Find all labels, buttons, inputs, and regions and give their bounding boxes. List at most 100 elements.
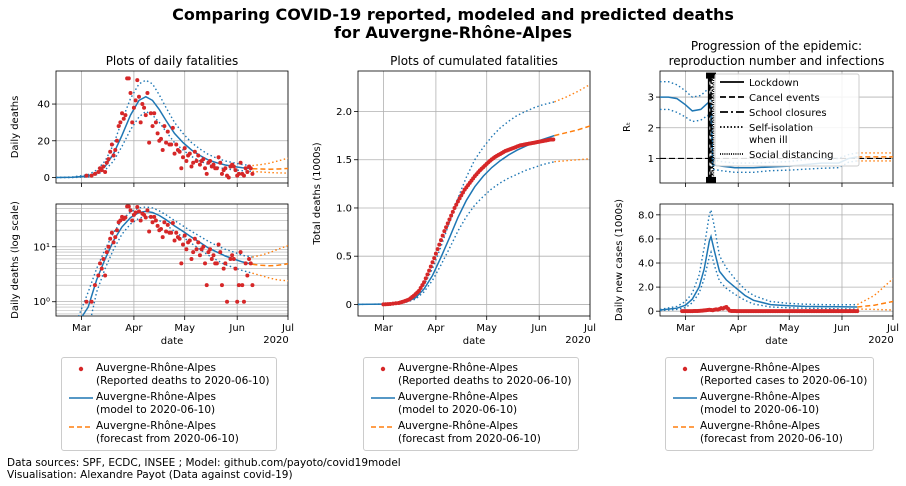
reported-death-point [109, 230, 114, 235]
reported-death-point [241, 299, 246, 304]
axes-frame [659, 70, 894, 184]
reported-cumulative-point [452, 205, 457, 210]
reported-death-point [138, 120, 143, 125]
x-tick-label: Jun [530, 323, 547, 334]
plot-area [77, 204, 288, 316]
reported-death-point [152, 111, 157, 116]
legend-label: Auvergne-Rhône-Alpes [96, 362, 216, 374]
y-axis-label: Rₜ [622, 122, 633, 132]
reported-death-point [182, 233, 187, 238]
reported-death-point [218, 250, 223, 255]
reported-death-point [101, 256, 106, 261]
legend-dashed-line [673, 426, 697, 428]
interventions-legend-box [714, 73, 860, 167]
reported-case-point [855, 309, 860, 314]
reported-cumulative-point [430, 260, 435, 265]
x-tick-year: 2020 [263, 335, 288, 346]
reported-death-point [197, 162, 202, 167]
reported-death-point [130, 218, 135, 223]
y-tick-label: 0 [44, 173, 50, 184]
reported-death-point [103, 169, 108, 174]
reported-death-point [108, 149, 113, 154]
reported-cumulative-point [444, 225, 449, 230]
reported-death-point [126, 204, 131, 209]
y-tick-label: 8.0 [638, 210, 654, 221]
reported-death-point [216, 242, 221, 247]
reported-death-point [96, 273, 101, 278]
intervention-legend-label: when ill [749, 135, 788, 146]
figure-title-line1: Comparing COVID-19 reported, modeled and… [172, 5, 734, 24]
reported-death-point [153, 218, 158, 223]
reported-death-point [219, 283, 224, 288]
reported-death-point [177, 236, 182, 241]
reported-death-point [158, 227, 163, 232]
reported-death-point [187, 238, 192, 243]
reported-death-point [99, 266, 104, 271]
reported-death-point [111, 240, 116, 245]
intervention-legend-label: Self-isolation [749, 123, 813, 134]
reported-cumulative-point [427, 268, 432, 273]
reported-death-point [136, 94, 141, 99]
legend-label-detail: (model to 2020-06-10) [398, 404, 518, 416]
legend-label-detail: (forecast from 2020-06-10) [96, 433, 239, 445]
reported-cumulative-point [420, 283, 425, 288]
legend-label-detail: (Reported deaths to 2020-06-10) [398, 375, 572, 387]
legend-entry-model: Auvergne-Rhône-Alpes (model to 2020-06-10… [368, 391, 572, 417]
axes-frame [55, 203, 289, 317]
cases-forecast-hi-bound [856, 278, 893, 306]
reported-death-point [250, 171, 255, 176]
y-tick-label: 1.5 [336, 155, 352, 166]
reported-death-point [113, 147, 118, 152]
legend-solid-line [371, 397, 395, 399]
intervention-legend-label: Social distancing [749, 150, 834, 161]
reported-death-point [214, 166, 219, 171]
x-axis-label: date [161, 336, 184, 347]
legend-label-detail: (forecast from 2020-06-10) [398, 433, 541, 445]
reported-cumulative-point [435, 247, 440, 252]
reported-death-point [109, 142, 114, 147]
reported-death-point [201, 157, 206, 162]
legend-label: Auvergne-Rhône-Alpes [398, 420, 518, 432]
reported-death-point [243, 166, 248, 171]
reported-death-point [169, 230, 174, 235]
reported-cumulative-point [447, 217, 452, 222]
plot-area [660, 207, 893, 314]
reported-death-point [155, 131, 160, 136]
reported-death-point [111, 153, 116, 158]
reported-death-point [114, 228, 119, 233]
reported-death-point [226, 175, 231, 180]
reported-death-point [160, 147, 165, 152]
y-axis-label: Daily deaths (log scale) [10, 201, 21, 319]
chart-title: Plots of cumulated fatalities [390, 54, 558, 68]
reported-death-point [123, 113, 128, 118]
reported-death-point [99, 168, 104, 173]
x-tick-label: Apr [125, 323, 143, 334]
reported-cumulative-point [428, 264, 433, 269]
legend-label-detail: (model to 2020-06-10) [96, 404, 216, 416]
reported-death-point [228, 256, 233, 261]
y-axis-label: Daily deaths [10, 96, 21, 159]
reported-death-point [170, 125, 175, 130]
reported-death-point [231, 164, 236, 169]
legend-label: Auvergne-Rhône-Alpes [700, 362, 820, 374]
reported-cumulative-point [445, 221, 450, 226]
reported-death-point [138, 218, 143, 223]
legend-label-detail: (Reported cases to 2020-06-10) [700, 375, 868, 387]
reported-cumulative-point [454, 202, 459, 207]
x-tick-label: Mar [676, 323, 696, 334]
reported-death-point [191, 250, 196, 255]
reported-cumulative-point [437, 242, 442, 247]
reported-death-point [92, 283, 97, 288]
reported-death-point [233, 266, 238, 271]
reported-cumulative-point [442, 229, 447, 234]
legend-points-marker [78, 366, 84, 372]
reported-death-point [179, 166, 184, 171]
reported-death-point [233, 168, 238, 173]
reported-death-point [147, 229, 152, 234]
chart-title: Plots of daily fatalities [106, 54, 239, 68]
model-line [358, 134, 555, 306]
model-lo-bound [56, 110, 253, 179]
x-tick-label: Jul [281, 323, 294, 334]
reported-death-point [114, 138, 119, 143]
